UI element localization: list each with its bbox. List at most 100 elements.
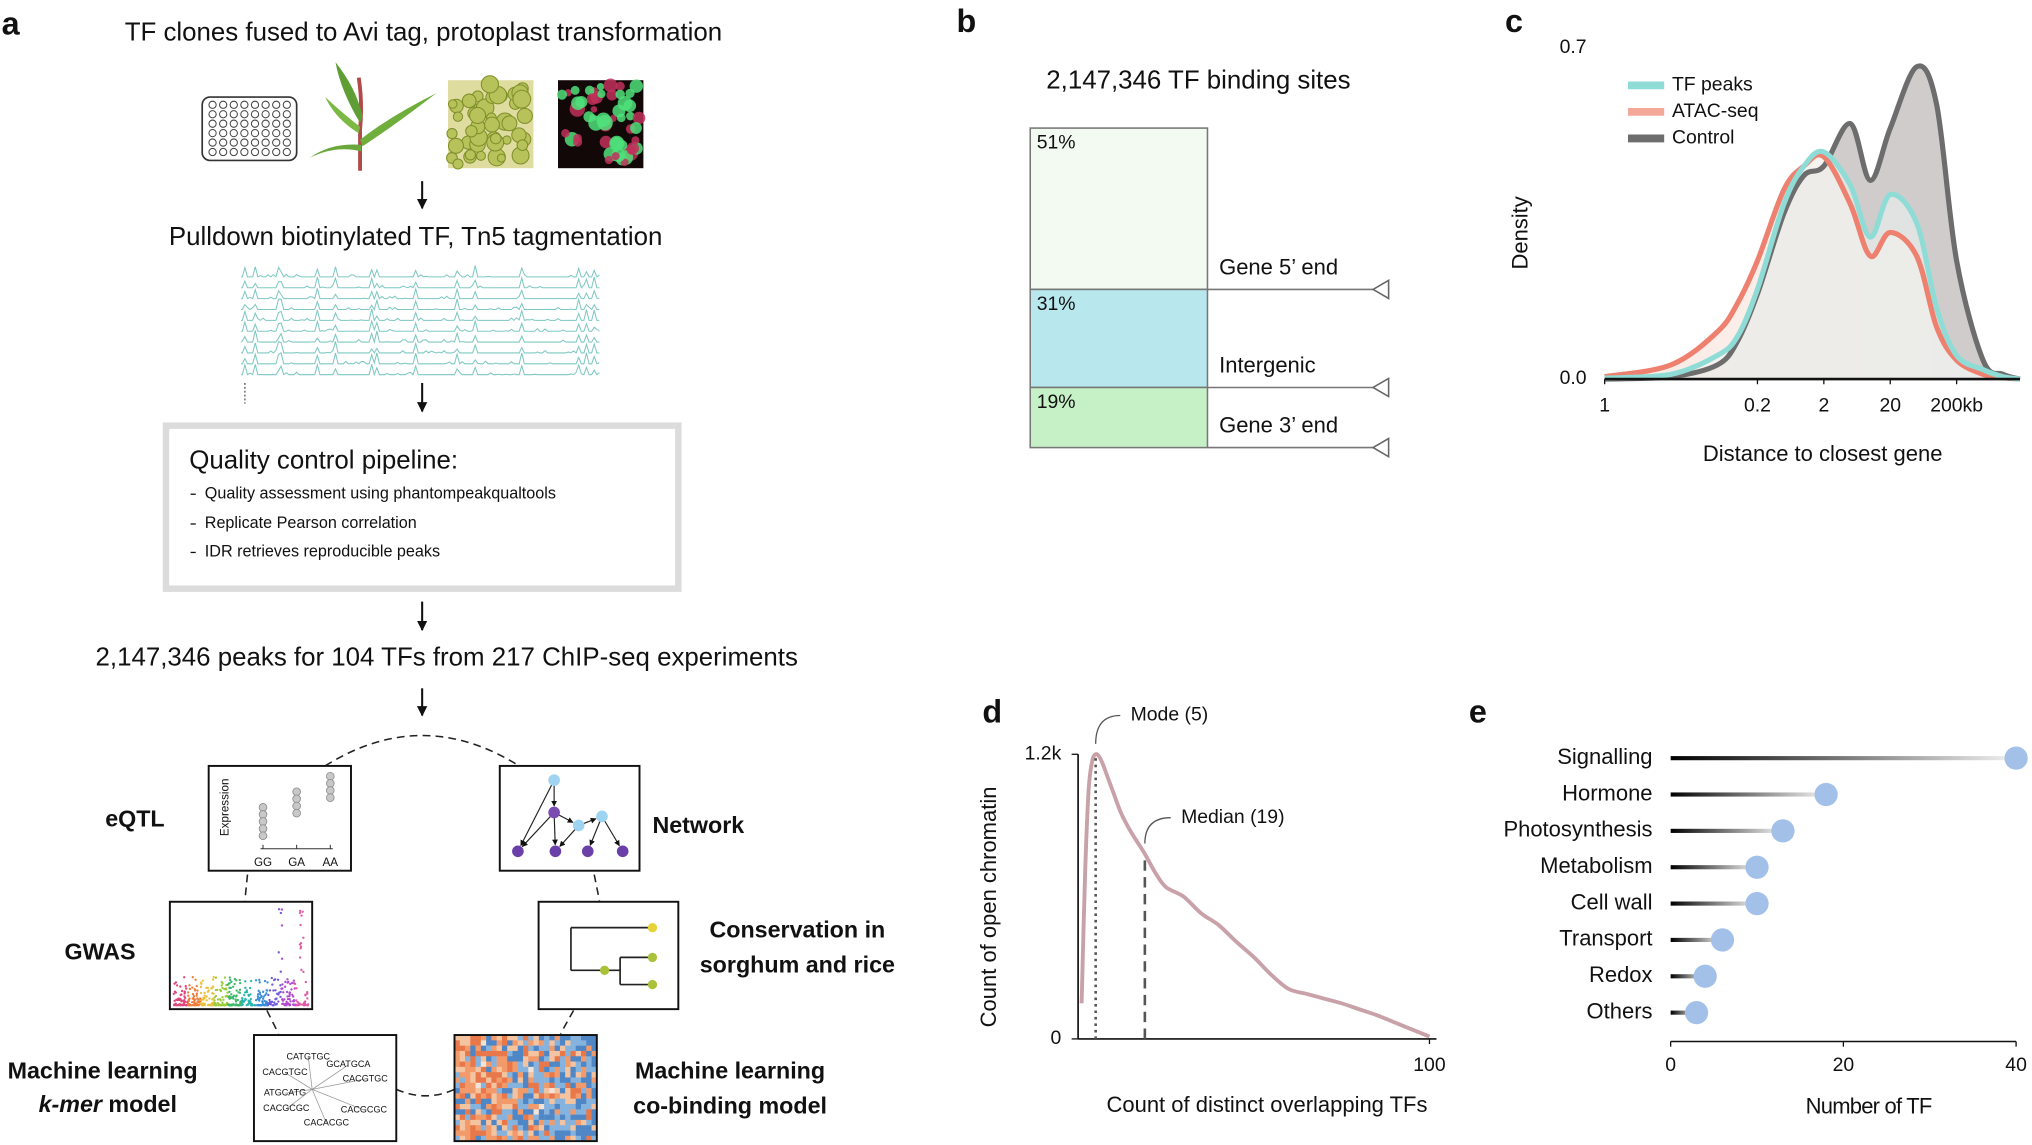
heatmap-cell xyxy=(501,1119,508,1126)
cell xyxy=(452,111,464,122)
gwas-point xyxy=(230,996,233,999)
gwas-point xyxy=(228,982,231,985)
heatmap-box xyxy=(453,1034,598,1143)
heatmap-cell xyxy=(496,1125,503,1131)
heatmap-cell xyxy=(528,1114,534,1121)
value-label: 51% xyxy=(1037,132,1076,154)
heatmap-cell xyxy=(475,1077,482,1084)
gwas-point xyxy=(238,978,241,982)
heatmap-cell xyxy=(470,1088,476,1094)
stem xyxy=(1670,865,1758,870)
gwas-point xyxy=(256,993,260,996)
heatmap-cell xyxy=(496,1056,503,1062)
dot xyxy=(1745,855,1769,879)
network-node xyxy=(548,774,560,786)
well xyxy=(272,100,281,109)
heatmap-cell xyxy=(491,1109,497,1115)
gwas-point xyxy=(277,1000,280,1003)
gwas-point xyxy=(211,998,214,1001)
heatmap-cell xyxy=(496,1045,503,1052)
heatmap-cell xyxy=(465,1130,471,1137)
heatmap-cell xyxy=(559,1035,566,1041)
heatmap-cell xyxy=(465,1045,471,1052)
gwas-point xyxy=(205,995,208,998)
gwas-point xyxy=(195,1004,198,1007)
heatmap-cell xyxy=(470,1066,476,1073)
heatmap-cell xyxy=(575,1066,582,1073)
gwas-point xyxy=(235,994,238,997)
category-label: Transport xyxy=(1559,926,1652,951)
heatmap-cell xyxy=(459,1130,466,1137)
heatmap-cell xyxy=(544,1098,550,1105)
heatmap-cell xyxy=(570,1119,576,1126)
gwas-point xyxy=(241,1001,244,1004)
heatmap-cell xyxy=(480,1098,487,1105)
heatmap-cell xyxy=(512,1103,519,1110)
heatmap-cell xyxy=(512,1135,519,1142)
fluor-cell xyxy=(597,89,606,99)
heatmap-cell xyxy=(581,1061,587,1068)
density-area xyxy=(1604,151,2020,380)
heatmap-cell xyxy=(565,1093,571,1099)
gwas-point xyxy=(304,993,307,996)
heatmap-cell xyxy=(565,1077,571,1084)
category-label: Intergenic xyxy=(1219,353,1316,378)
heatmap-cell xyxy=(554,1125,561,1131)
heatmap-cell xyxy=(480,1088,487,1094)
heatmap-cell xyxy=(549,1088,555,1094)
gwas-point xyxy=(211,978,215,981)
heatmap-cell xyxy=(512,1040,519,1046)
gwas-point xyxy=(228,990,231,993)
heatmap-cell xyxy=(512,1077,519,1084)
heatmap-cell xyxy=(454,1098,461,1105)
heatmap-cell xyxy=(501,1098,508,1105)
heatmap-cell xyxy=(554,1045,561,1052)
heatmap-cell xyxy=(549,1066,555,1073)
gwas-point xyxy=(195,984,198,988)
heatmap-cell xyxy=(575,1072,582,1078)
app-label: GWAS xyxy=(64,939,135,965)
app-label-rest: model xyxy=(102,1091,177,1117)
eqtl-dot xyxy=(292,794,301,804)
heatmap-cell xyxy=(544,1066,550,1073)
tree-node xyxy=(647,922,658,933)
gwas-point xyxy=(250,1004,253,1007)
heatmap-cell xyxy=(559,1130,566,1137)
gwas-point xyxy=(214,976,218,979)
heatmap-cell xyxy=(586,1045,592,1052)
heatmap-cell xyxy=(533,1077,540,1084)
heatmap-cell xyxy=(465,1125,471,1131)
heatmap-cell xyxy=(554,1103,561,1110)
gwas-point xyxy=(255,998,258,1002)
heatmap-cell xyxy=(475,1109,482,1115)
leader-arrow xyxy=(1371,279,1390,300)
heatmap-cell xyxy=(570,1066,576,1073)
heatmap-cell xyxy=(538,1082,545,1089)
genotype-label: AA xyxy=(323,856,339,869)
heatmap-cell xyxy=(565,1035,571,1041)
cell xyxy=(464,149,477,161)
heatmap-cell xyxy=(496,1088,503,1094)
kmer-text: CACGTGC xyxy=(262,1067,308,1077)
leader-arrow xyxy=(1371,377,1390,398)
heatmap-cell xyxy=(591,1103,598,1110)
kmer-text: GCATGCA xyxy=(326,1059,371,1069)
heatmap-cell xyxy=(559,1109,566,1115)
density-line xyxy=(1604,152,2021,382)
heatmap-cell xyxy=(507,1130,513,1137)
category-label: Metabolism xyxy=(1540,853,1652,878)
heatmap-cell xyxy=(480,1045,487,1052)
gwas-point xyxy=(234,1000,238,1003)
heatmap-cell xyxy=(486,1082,492,1089)
heatmap-cell xyxy=(538,1119,545,1126)
fluor-cell xyxy=(599,135,613,149)
heatmap-cell xyxy=(581,1040,587,1046)
gwas-point xyxy=(221,995,224,999)
heatmap-cell xyxy=(570,1088,576,1094)
x-tick-label: 100 xyxy=(1413,1054,1446,1076)
gwas-point xyxy=(188,987,192,991)
annotation: Median (19) xyxy=(1181,806,1284,828)
heatmap-cell xyxy=(559,1119,566,1126)
eqtl-ylabel: Expression xyxy=(219,779,232,837)
gwas-point xyxy=(279,911,282,915)
